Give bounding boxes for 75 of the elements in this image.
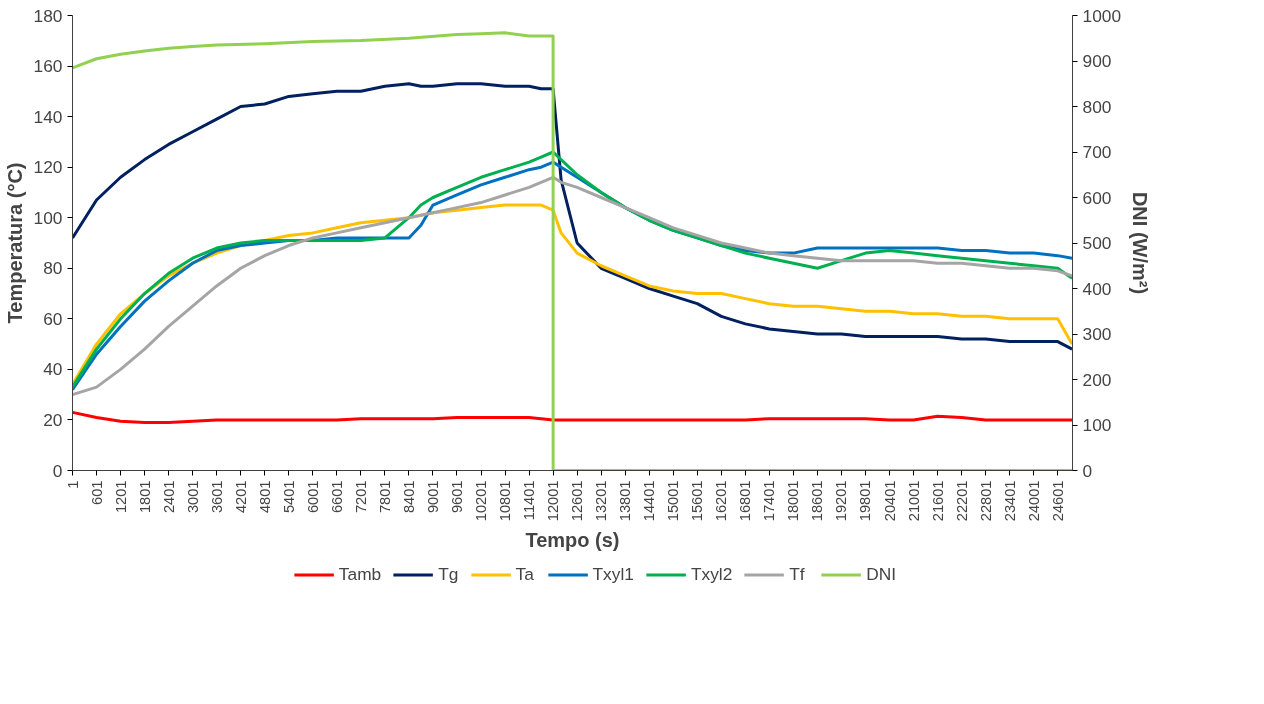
y-tick-label: 60 (43, 308, 63, 329)
y2-tick-label: 900 (1082, 51, 1112, 71)
x-tick-label: 12601 (569, 480, 586, 522)
y-tick-label: 160 (33, 56, 63, 77)
x-tick-label: 11401 (521, 480, 538, 521)
x-tick-label: 10801 (497, 480, 514, 522)
x-tick-label: 6601 (328, 480, 345, 514)
x-tick-label: 22801 (977, 480, 994, 522)
x-tick-label: 17401 (761, 480, 778, 522)
line-series (72, 82, 1073, 351)
x-tick-label: 24601 (1049, 480, 1066, 522)
x-tick-label: 9601 (448, 480, 465, 514)
y-tick-label: 120 (33, 157, 63, 178)
y2-tick-label: 800 (1082, 96, 1112, 117)
legend-label: Txyl2 (690, 563, 733, 585)
x-tick-label: 3001 (184, 480, 201, 514)
y2-tick-label: 1000 (1082, 5, 1122, 26)
y-axis-title: Temperatura (°C) (3, 162, 26, 324)
x-tick-label: 6001 (304, 480, 321, 514)
x-tick-label: 7801 (376, 480, 393, 514)
x-tick-label: 21601 (929, 480, 946, 522)
x-tick-label: 8401 (400, 480, 417, 514)
y-tick-label: 140 (33, 106, 63, 127)
x-tick-label: 4801 (256, 480, 273, 514)
x-tick-label: 21001 (905, 480, 922, 522)
y2-tick-label: 600 (1082, 187, 1112, 208)
legend-label: DNI (866, 563, 897, 585)
y2-tick-label: 300 (1082, 324, 1112, 344)
y2-tick-label: 200 (1082, 369, 1112, 390)
legend-label: Tf (789, 563, 806, 585)
y-tick-label: 180 (33, 5, 63, 26)
x-tick-label: 23401 (1001, 480, 1018, 522)
x-tick-label: 1801 (136, 480, 153, 514)
x-tick-label: 9001 (424, 480, 441, 514)
x-tick-label: 16801 (737, 480, 754, 522)
y2-tick-label: 0 (1082, 460, 1093, 481)
x-tick-label: 18601 (809, 480, 826, 522)
x-tick-label: 1201 (112, 480, 129, 514)
x-tick-label: 19201 (833, 480, 850, 522)
x-tick-label: 22201 (953, 480, 970, 522)
x-tick-label: 4201 (232, 480, 249, 514)
y-tick-label: 0 (52, 460, 63, 481)
x-tick-label: 2401 (160, 480, 177, 514)
legend-label: Tamb (338, 563, 382, 585)
x-tick-label: 10201 (473, 480, 490, 522)
legend-label: Txyl1 (592, 563, 634, 585)
y2-tick-label: 400 (1082, 278, 1112, 299)
line-series (72, 410, 1073, 424)
y-tick-label: 80 (43, 258, 63, 279)
legend-label: Tg (438, 563, 459, 585)
x-tick-label: 15001 (665, 480, 682, 522)
x-tick-label: 3601 (208, 480, 225, 514)
x-tick-label: 13801 (617, 480, 634, 522)
x-tick-label: 1 (64, 480, 81, 489)
x-tick-label: 14401 (641, 480, 658, 522)
y2-axis-title: DNI (W/m²) (1129, 191, 1152, 295)
x-tick-label: 16201 (713, 480, 730, 522)
y2-tick-label: 700 (1082, 142, 1112, 162)
x-tick-label: 5401 (280, 480, 297, 514)
y-tick-label: 100 (33, 207, 63, 228)
x-tick-label: 18001 (785, 480, 802, 522)
y2-tick-label: 500 (1082, 233, 1112, 253)
y-tick-label: 40 (43, 359, 63, 380)
x-axis-title: Tempo (s) (525, 529, 620, 552)
legend-label: Ta (515, 563, 535, 585)
x-tick-label: 15601 (689, 480, 706, 522)
y-tick-label: 20 (43, 409, 63, 430)
y2-tick-label: 100 (1082, 415, 1112, 435)
x-tick-label: 24001 (1025, 480, 1042, 522)
x-tick-label: 13201 (593, 480, 610, 522)
x-tick-label: 601 (88, 480, 105, 505)
x-tick-label: 12001 (545, 480, 562, 522)
x-tick-label: 19801 (857, 480, 874, 522)
x-tick-label: 7201 (352, 480, 369, 514)
x-tick-label: 20401 (881, 480, 898, 522)
